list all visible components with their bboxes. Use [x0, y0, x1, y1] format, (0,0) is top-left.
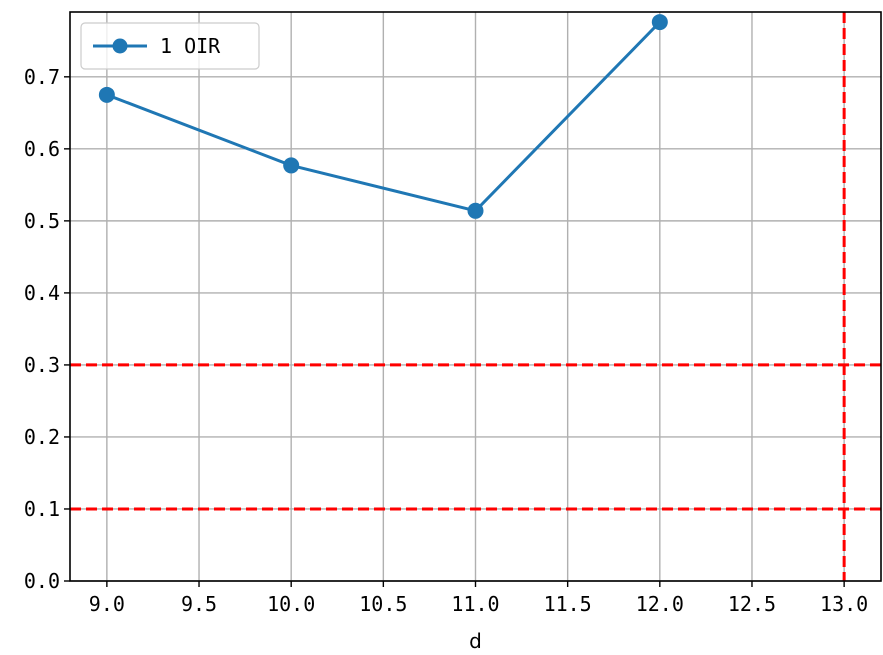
y-tick-label: 0.0 — [24, 569, 60, 593]
legend: 1 OIR — [80, 22, 260, 70]
x-tick-label: 9.0 — [89, 592, 125, 616]
grid — [70, 12, 881, 582]
y-axis: 0.0 0.1 0.2 0.3 0.4 0.5 0.6 0.7 — [24, 65, 70, 593]
data-point — [651, 14, 668, 31]
y-tick-label: 0.3 — [24, 353, 60, 377]
legend-entry-label: 1 OIR — [160, 34, 221, 58]
x-tick-label: 9.5 — [181, 592, 217, 616]
x-tick-label: 12.5 — [728, 592, 776, 616]
y-tick-label: 0.2 — [24, 425, 60, 449]
x-tick-label: 11.0 — [451, 592, 499, 616]
data-point — [98, 86, 115, 103]
series-layer — [98, 14, 668, 219]
y-tick-label: 0.1 — [24, 497, 60, 521]
y-tick-label: 0.6 — [24, 137, 60, 161]
y-tick-label: 0.4 — [24, 281, 60, 305]
x-tick-label: 12.0 — [636, 592, 684, 616]
x-tick-label: 11.5 — [544, 592, 592, 616]
y-tick-label: 0.7 — [24, 65, 60, 89]
x-tick-label: 10.0 — [267, 592, 315, 616]
x-axis-label: d — [469, 629, 482, 653]
legend-marker-sample — [112, 38, 128, 54]
x-tick-label: 10.5 — [359, 592, 407, 616]
data-point — [467, 202, 484, 219]
y-tick-label: 0.5 — [24, 209, 60, 233]
x-axis: 9.0 9.5 10.0 10.5 11.0 11.5 12.0 12.5 13.0 — [89, 581, 868, 616]
series-line — [106, 21, 661, 213]
legend-box — [80, 22, 260, 70]
reference-lines — [70, 12, 881, 581]
data-point — [283, 157, 300, 174]
x-tick-label: 13.0 — [820, 592, 868, 616]
